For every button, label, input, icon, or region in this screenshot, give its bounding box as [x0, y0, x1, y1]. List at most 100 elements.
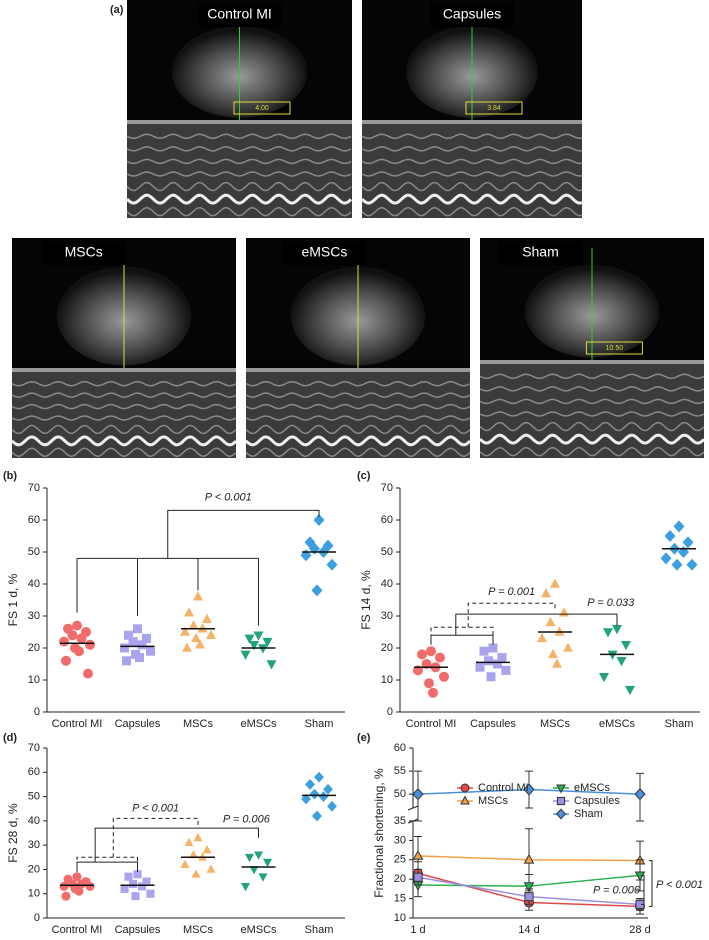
m-mode-trace	[479, 446, 705, 457]
significance-bracket	[430, 626, 494, 639]
y-tick-label: 50	[28, 790, 40, 802]
y-tick-label: 20	[28, 863, 40, 875]
data-point	[76, 633, 87, 644]
data-point	[686, 558, 698, 571]
m-mode-trace	[11, 392, 237, 398]
data-point	[523, 783, 535, 796]
data-point	[524, 892, 534, 902]
m-mode-trace	[361, 171, 583, 177]
readout: 3.84	[487, 105, 501, 112]
p-value: P = 0.006	[593, 885, 641, 897]
data-point	[559, 607, 569, 617]
data-point	[603, 628, 613, 638]
y-axis-label: FS 1 d, %	[6, 573, 20, 626]
data-point	[146, 646, 155, 656]
significance-bracket	[430, 634, 494, 645]
data-point	[249, 866, 259, 875]
y-tick-label: 10	[28, 674, 40, 686]
significance-bracket	[467, 602, 556, 628]
data-point	[198, 852, 207, 861]
y-tick-label: 20	[394, 873, 406, 885]
y-tick-label: 10	[394, 912, 406, 924]
m-mode-trace	[479, 373, 705, 380]
readout: 10.50	[606, 345, 624, 352]
ultrasound-image: eMSCs	[244, 238, 471, 458]
p-value: P = 0.006	[223, 814, 271, 826]
data-point	[184, 607, 194, 617]
legend-label: MSCs	[478, 795, 508, 807]
m-mode-trace	[361, 133, 583, 140]
data-point	[182, 642, 192, 652]
y-tick-label: 40	[28, 578, 40, 590]
data-point	[523, 882, 535, 893]
data-point	[146, 889, 155, 898]
y-tick-label: 50	[394, 788, 406, 800]
data-point	[240, 650, 251, 660]
data-point	[74, 646, 84, 657]
data-point	[412, 788, 424, 801]
data-point	[412, 849, 424, 860]
data-point	[545, 616, 556, 627]
y-tick-label: 30	[381, 610, 393, 622]
data-point	[128, 637, 138, 647]
y-tick-label: 50	[28, 546, 40, 558]
legend-marker	[460, 783, 470, 793]
data-point	[263, 858, 272, 868]
legend-marker	[555, 808, 567, 820]
data-point	[77, 879, 86, 889]
y-tick-label: 20	[381, 642, 393, 654]
data-point	[202, 613, 212, 623]
data-point	[413, 872, 423, 882]
x-tick-label: Capsules	[470, 718, 516, 730]
p-value: P = 0.001	[488, 586, 535, 598]
data-point	[266, 660, 277, 670]
m-mode-trace	[245, 424, 471, 435]
y-tick-label: 0	[387, 706, 393, 718]
y-axis-label: Fractional shortening, %	[372, 768, 386, 898]
readout-box	[585, 341, 643, 355]
data-point	[309, 788, 320, 800]
data-point	[326, 558, 338, 571]
significance-bracket	[649, 860, 653, 907]
y-tick-label: 30	[394, 834, 406, 846]
significance-bracket	[167, 509, 320, 559]
image-label-box	[197, 3, 282, 27]
ultrasound-image: Capsules 3.84	[360, 0, 583, 218]
data-point	[193, 832, 203, 842]
x-tick-label: 28 d	[629, 924, 650, 936]
data-point	[124, 872, 133, 881]
data-point	[122, 656, 131, 666]
x-tick-label: Capsules	[115, 718, 161, 730]
significance-bracket	[76, 861, 138, 872]
data-point	[61, 891, 71, 901]
m-mode-trace	[126, 133, 352, 140]
data-point	[318, 791, 329, 802]
y-tick-label: 40	[381, 578, 393, 590]
m-mode-trace	[245, 392, 471, 398]
data-point	[184, 837, 194, 847]
data-point	[673, 520, 685, 533]
m-mode-trace	[479, 386, 705, 392]
legend-marker	[556, 784, 566, 794]
x-tick-label: eMSCs	[599, 718, 636, 730]
x-tick-label: Control MI	[406, 718, 457, 730]
x-tick-label: Capsules	[115, 924, 161, 936]
data-point	[523, 853, 535, 864]
m-mode-trace	[126, 158, 352, 165]
m-mode-trace	[479, 421, 705, 432]
m-mode-trace	[126, 206, 352, 217]
m-mode-sep	[362, 120, 582, 124]
x-tick-label: eMSCs	[240, 924, 277, 936]
x-tick-label: MSCs	[183, 924, 213, 936]
image-label: eMSCs	[301, 244, 347, 260]
data-point	[133, 870, 142, 879]
m-mode-trace	[245, 415, 471, 421]
y-axis-label: FS 28 d, %	[6, 803, 20, 863]
data-point	[550, 578, 560, 588]
readout-box	[233, 101, 291, 115]
data-point	[493, 659, 502, 669]
y-tick-label: 35	[394, 815, 406, 827]
axes	[46, 748, 345, 919]
data-point	[253, 631, 264, 641]
